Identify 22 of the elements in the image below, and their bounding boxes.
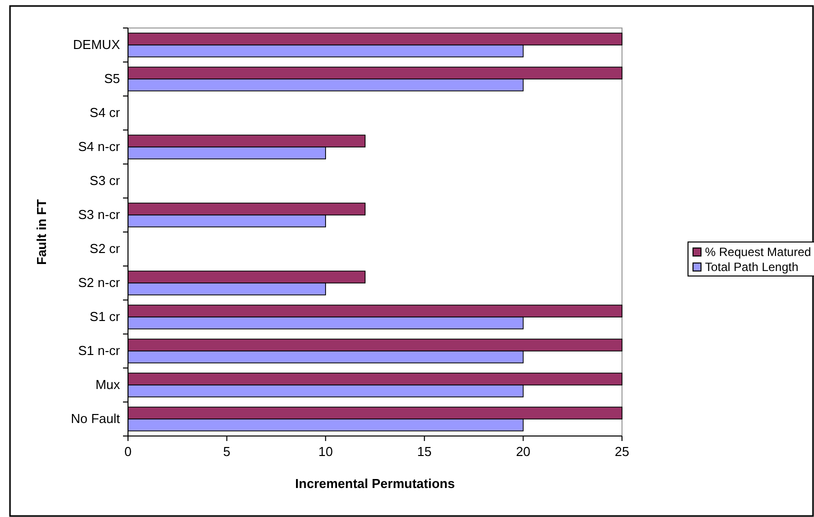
y-tick-label: S3 n-cr — [78, 207, 121, 222]
y-tick-label: S5 — [104, 71, 120, 86]
y-tick-label: Mux — [95, 377, 120, 392]
x-axis-title: Incremental Permutations — [295, 476, 455, 491]
y-tick-label: S1 cr — [90, 309, 121, 324]
y-tick-label: S2 cr — [90, 241, 121, 256]
x-tick-label: 15 — [417, 444, 432, 459]
y-tick-label: S3 cr — [90, 173, 121, 188]
y-tick-label: S4 n-cr — [78, 139, 121, 154]
y-tick-label: DEMUX — [73, 37, 120, 52]
y-tick-label: S2 n-cr — [78, 275, 121, 290]
legend-label: % Request Matured — [705, 245, 812, 259]
x-tick-label: 10 — [318, 444, 333, 459]
x-tick-label: 5 — [223, 444, 230, 459]
x-tick-label: 0 — [124, 444, 132, 459]
x-tick-label: 20 — [516, 444, 530, 459]
y-tick-label: S1 n-cr — [78, 343, 121, 358]
y-tick-label: S4 cr — [90, 105, 121, 120]
y-tick-label: No Fault — [70, 411, 120, 426]
x-tick-label: 25 — [614, 444, 630, 459]
y-axis-title: Fault in FT — [34, 199, 49, 265]
legend-label: Total Path Length — [705, 260, 798, 274]
